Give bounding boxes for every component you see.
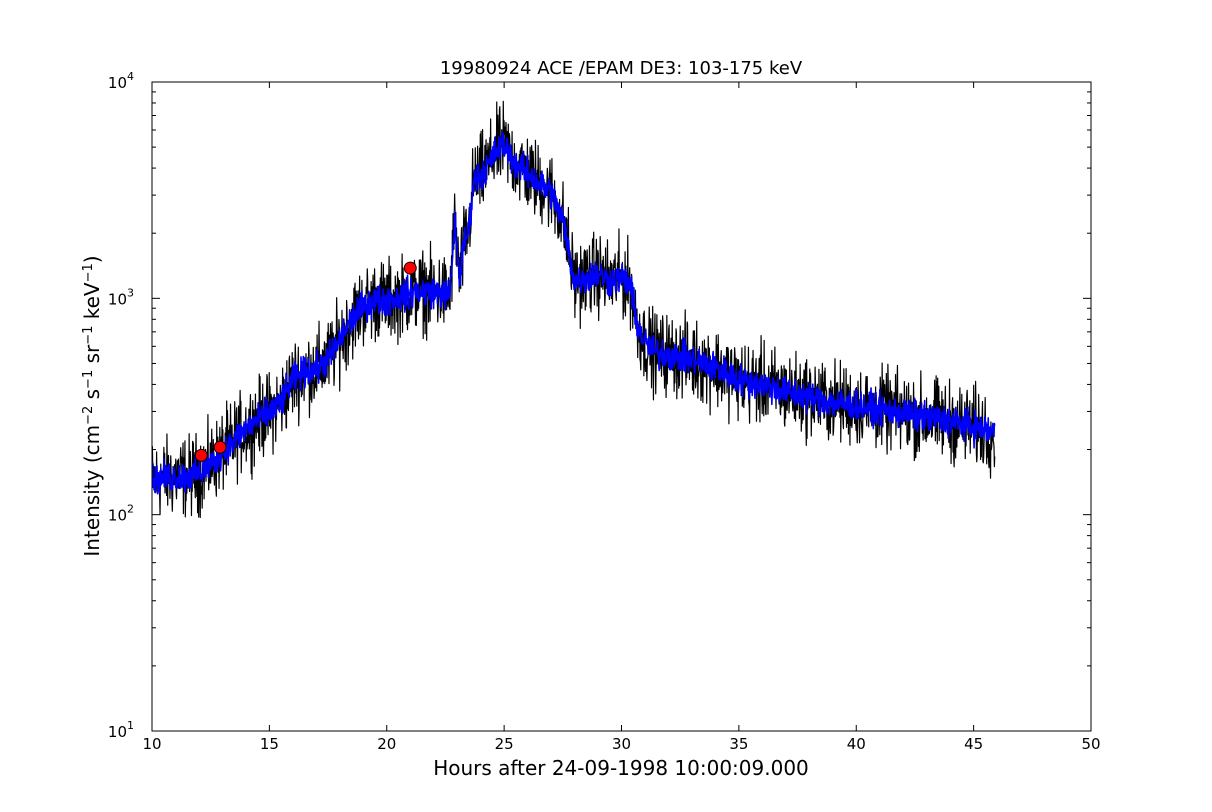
- x-tick-label: 20: [377, 735, 396, 753]
- x-tick-label: 10: [142, 735, 161, 753]
- event-marker: [194, 448, 208, 462]
- y-axis-label: Intensity (cm−2 s−1 sr−1 keV−1): [80, 255, 104, 556]
- x-tick-label: 30: [612, 735, 631, 753]
- x-tick-label: 15: [260, 735, 279, 753]
- x-tick-label: 45: [964, 735, 983, 753]
- plot-area: [152, 100, 996, 518]
- y-axis-ticks: 101 102 103 104: [108, 70, 1091, 741]
- y-tick-label: 103: [108, 286, 134, 308]
- series-line-smoothed: [152, 131, 996, 495]
- y-tick-label: 101: [108, 719, 134, 741]
- x-tick-label: 40: [847, 735, 866, 753]
- marker-layer: [194, 261, 417, 462]
- chart-title: 19980924 ACE /EPAM DE3: 103-175 keV: [440, 58, 803, 79]
- x-tick-label: 50: [1081, 735, 1100, 753]
- x-axis-label: Hours after 24-09-1998 10:00:09.000: [433, 756, 809, 780]
- y-tick-label: 104: [108, 70, 134, 92]
- x-tick-label: 25: [495, 735, 514, 753]
- x-axis-ticks: 10 15 20 25 30 35 40 45 50: [142, 82, 1101, 753]
- event-marker: [403, 261, 417, 275]
- event-marker: [213, 440, 227, 454]
- y-tick-label: 102: [108, 503, 134, 525]
- series-layer: [152, 100, 996, 518]
- x-tick-label: 35: [729, 735, 748, 753]
